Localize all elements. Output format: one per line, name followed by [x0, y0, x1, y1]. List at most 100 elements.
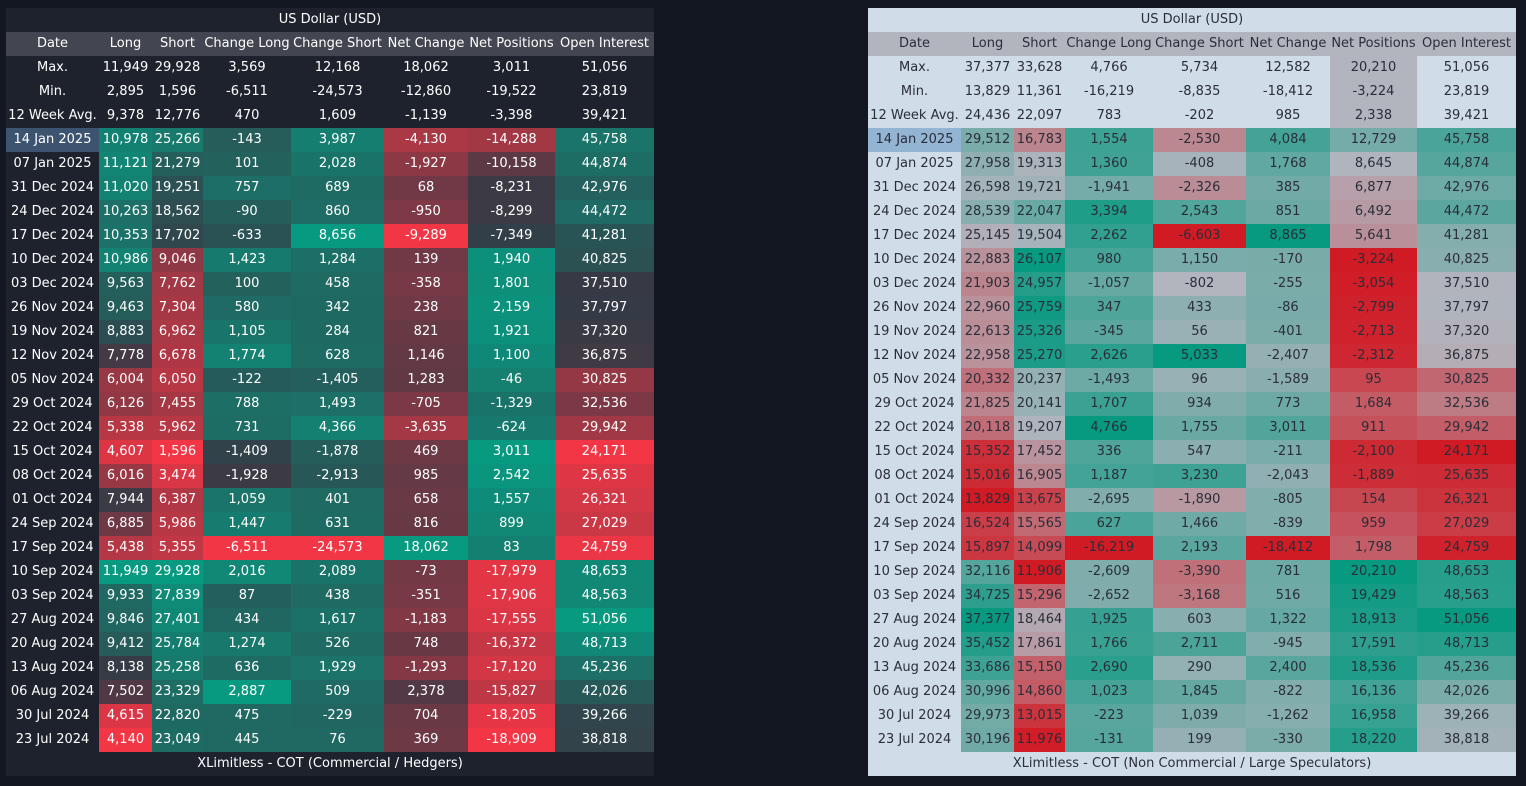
table-row: 01 Oct 2024 13,829 13,675 -2,695 -1,890 -805 1… [868, 488, 1516, 512]
value-cell: 29,512 [961, 128, 1014, 152]
value-cell: 25,258 [152, 656, 203, 680]
value-cell: -2,609 [1065, 560, 1153, 584]
value-cell: 25,266 [152, 128, 203, 152]
column-header: Short [1014, 32, 1065, 56]
value-cell: 4,607 [99, 440, 152, 464]
date-cell: 10 Dec 2024 [868, 248, 961, 272]
value-cell: 48,563 [1417, 584, 1516, 608]
value-cell: 959 [1330, 512, 1417, 536]
value-cell: 6,004 [99, 368, 152, 392]
value-cell: 336 [1065, 440, 1153, 464]
value-cell: 11,906 [1014, 560, 1065, 584]
stat-value: 11,949 [99, 56, 152, 80]
table-row: 24 Dec 2024 10,263 18,562 -90 860 -950 -8,299 4… [6, 200, 654, 224]
date-cell: 07 Jan 2025 [6, 152, 99, 176]
value-cell: 5,338 [99, 416, 152, 440]
date-cell: 24 Dec 2024 [868, 200, 961, 224]
date-cell: 13 Aug 2024 [6, 656, 99, 680]
value-cell: 911 [1330, 416, 1417, 440]
value-cell: 37,510 [555, 272, 654, 296]
value-cell: -1,057 [1065, 272, 1153, 296]
value-cell: -86 [1246, 296, 1330, 320]
table-row: 29 Oct 2024 21,825 20,141 1,707 934 773 1,684 3… [868, 392, 1516, 416]
table-row: 12 Nov 2024 22,958 25,270 2,626 5,033 -2,407-… [868, 344, 1516, 368]
table-row: 17 Dec 2024 10,353 17,702 -633 8,656 -9,289 -7… [6, 224, 654, 248]
value-cell: 12,729 [1330, 128, 1417, 152]
date-cell: 30 Jul 2024 [868, 704, 961, 728]
value-cell: 11,020 [99, 176, 152, 200]
value-cell: 26,321 [1417, 488, 1516, 512]
value-cell: -1,890 [1153, 488, 1246, 512]
date-cell: 01 Oct 2024 [6, 488, 99, 512]
column-header: Date [6, 32, 99, 56]
date-cell: 08 Oct 2024 [6, 464, 99, 488]
value-cell: 980 [1065, 248, 1153, 272]
value-cell: 87 [203, 584, 291, 608]
value-cell: 25,759 [1014, 296, 1065, 320]
value-cell: -14,288 [468, 128, 555, 152]
value-cell: 68 [384, 176, 468, 200]
value-cell: 3,987 [291, 128, 384, 152]
table-row: 29 Oct 2024 6,126 7,455 788 1,493 -705 -1,329 3… [6, 392, 654, 416]
value-cell: 385 [1246, 176, 1330, 200]
value-cell: 475 [203, 704, 291, 728]
value-cell: 1,447 [203, 512, 291, 536]
stat-value: 37,377 [961, 56, 1014, 80]
value-cell: 1,684 [1330, 392, 1417, 416]
value-cell: -73 [384, 560, 468, 584]
value-cell: 41,281 [1417, 224, 1516, 248]
value-cell: -6,511 [203, 536, 291, 560]
value-cell: 24,171 [1417, 440, 1516, 464]
value-cell: 9,933 [99, 584, 152, 608]
stat-label: Min. [868, 80, 961, 104]
value-cell: 15,016 [961, 464, 1014, 488]
stat-row: Min. 13,829 11,361 -16,219 -8,835 -18,412 -3,2… [868, 80, 1516, 104]
value-cell: -1,927 [384, 152, 468, 176]
table-footer: XLimitless - COT (Non Commercial / Large… [868, 752, 1516, 776]
value-cell: 38,818 [555, 728, 654, 752]
stat-value: 783 [1065, 104, 1153, 128]
value-cell: 44,874 [1417, 152, 1516, 176]
value-cell: 22,960 [961, 296, 1014, 320]
value-cell: 29,973 [961, 704, 1014, 728]
value-cell: 29,928 [152, 560, 203, 584]
value-cell: 3,474 [152, 464, 203, 488]
value-cell: 445 [203, 728, 291, 752]
value-cell: -1,889 [1330, 464, 1417, 488]
stat-value: -24,573 [291, 80, 384, 104]
table-row: 31 Dec 2024 11,020 19,251 757 689 68 -8,231 42,… [6, 176, 654, 200]
table-row: 13 Aug 2024 33,686 15,150 2,690 290 2,400 18,5… [868, 656, 1516, 680]
stat-value: -16,219 [1065, 80, 1153, 104]
value-cell: 369 [384, 728, 468, 752]
value-cell: 19,251 [152, 176, 203, 200]
value-cell: 1,596 [152, 440, 203, 464]
value-cell: 37,797 [555, 296, 654, 320]
value-cell: 27,029 [555, 512, 654, 536]
value-cell: 2,193 [1153, 536, 1246, 560]
value-cell: 1,845 [1153, 680, 1246, 704]
value-cell: -18,412 [1246, 536, 1330, 560]
date-cell: 23 Jul 2024 [868, 728, 961, 752]
date-cell: 15 Oct 2024 [6, 440, 99, 464]
stat-value: -202 [1153, 104, 1246, 128]
value-cell: -1,262 [1246, 704, 1330, 728]
table-row: 01 Oct 2024 7,944 6,387 1,059 401 658 1,557 26,… [6, 488, 654, 512]
value-cell: 41,281 [555, 224, 654, 248]
value-cell: -3,168 [1153, 584, 1246, 608]
date-cell: 19 Nov 2024 [868, 320, 961, 344]
table-row: 08 Oct 2024 6,016 3,474 -1,928 -2,913 985 2,54… [6, 464, 654, 488]
value-cell: 27,401 [152, 608, 203, 632]
value-cell: -16,219 [1065, 536, 1153, 560]
value-cell: 39,266 [555, 704, 654, 728]
value-cell: 6,126 [99, 392, 152, 416]
value-cell: 2,690 [1065, 656, 1153, 680]
value-cell: 1,322 [1246, 608, 1330, 632]
stat-value: 11,361 [1014, 80, 1065, 104]
table-row: 14 Jan 2025 10,978 25,266 -143 3,987 -4,130 -1… [6, 128, 654, 152]
value-cell: -950 [384, 200, 468, 224]
value-cell: 25,635 [1417, 464, 1516, 488]
value-cell: -2,312 [1330, 344, 1417, 368]
value-cell: 18,562 [152, 200, 203, 224]
value-cell: 2,711 [1153, 632, 1246, 656]
date-cell: 19 Nov 2024 [6, 320, 99, 344]
